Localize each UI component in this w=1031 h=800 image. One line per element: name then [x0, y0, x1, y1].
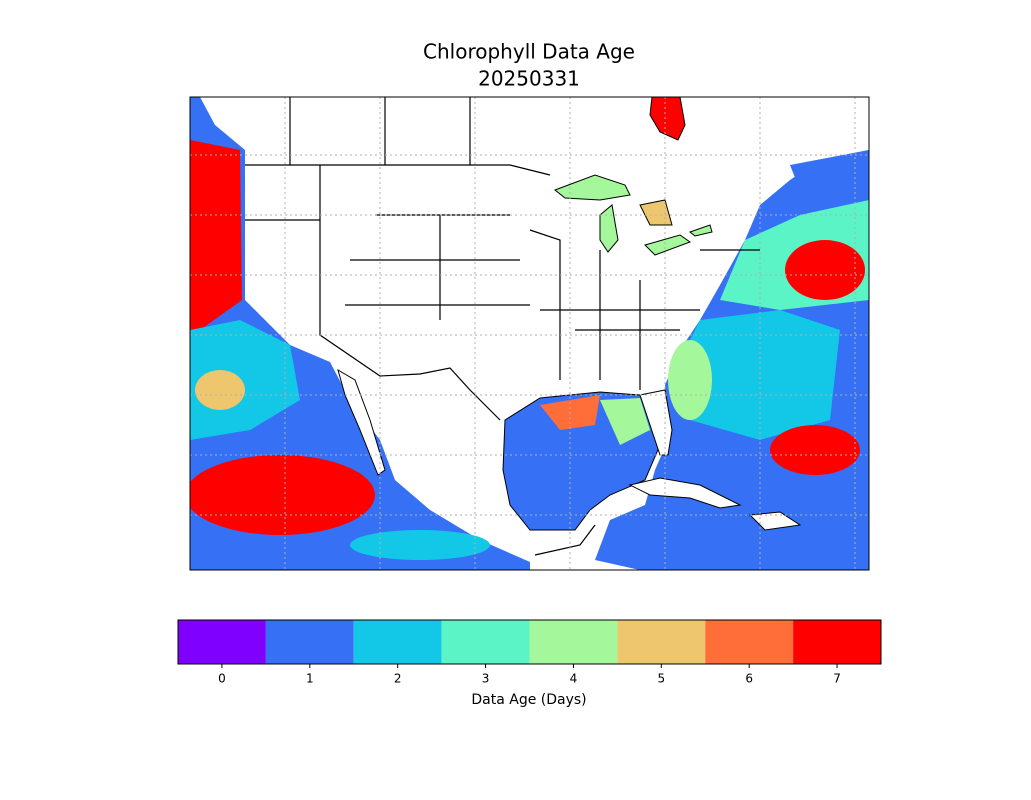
- cuba: [628, 477, 742, 509]
- colorbar-tick-label: 3: [482, 672, 490, 686]
- pacific-teal: [350, 530, 490, 560]
- pacific-ocean: [190, 97, 530, 570]
- gulf-green: [600, 398, 650, 445]
- atlantic-green: [668, 340, 712, 420]
- atlantic-teal: [680, 310, 840, 440]
- colorbar-segment: [617, 620, 706, 664]
- map-title: Chlorophyll Data Age: [423, 40, 635, 64]
- colorbar-segment: [529, 620, 618, 664]
- great-lakes: [554, 174, 631, 201]
- canada-coast: [790, 150, 869, 195]
- colorbar-tick-label: 4: [570, 672, 578, 686]
- colorbar-tick-label: 2: [394, 672, 402, 686]
- atlantic-red: [785, 240, 865, 300]
- colorbar-tick-label: 5: [657, 672, 665, 686]
- map-frame: [189, 96, 870, 571]
- colorbar-tick-label: 6: [745, 672, 753, 686]
- colorbar-tick-label: 7: [833, 672, 841, 686]
- colorbar: 0 1 2 3 4 5 6 7: [177, 619, 882, 686]
- colorbar-segment: [178, 620, 266, 664]
- pacific-tan: [195, 370, 245, 410]
- hudson-bay: [649, 97, 686, 141]
- colorbar-segment: [793, 620, 881, 664]
- colorbar-label: Data Age (Days): [471, 692, 586, 708]
- colorbar-segment: [353, 620, 442, 664]
- atlantic-red: [770, 425, 860, 475]
- map-subtitle: 20250331: [478, 67, 580, 91]
- baja: [337, 368, 386, 476]
- colorbar-segment: [441, 620, 530, 664]
- great-lakes: [644, 234, 692, 256]
- pacific-teal: [190, 320, 300, 440]
- map: [189, 96, 870, 571]
- pacific-red: [190, 140, 242, 330]
- graticule: [190, 97, 869, 570]
- colorbar-segment: [265, 620, 354, 664]
- hispaniola: [748, 511, 802, 531]
- colorbar-frame: [177, 619, 882, 665]
- great-lakes: [599, 204, 619, 253]
- colorbar-tick-label: 0: [218, 672, 226, 686]
- pacific-red: [190, 455, 375, 535]
- great-lakes: [688, 224, 713, 237]
- colorbar-segment: [705, 620, 794, 664]
- great-lakes: [639, 199, 673, 226]
- florida: [639, 389, 673, 456]
- colorbar-tick-label: 1: [306, 672, 314, 686]
